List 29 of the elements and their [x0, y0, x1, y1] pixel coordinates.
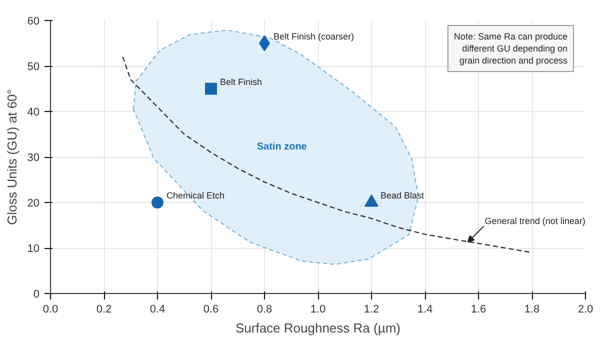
x-tick-label: 0.2	[96, 304, 112, 316]
y-tick-label: 10	[27, 243, 40, 255]
x-tick-label: 0.6	[203, 304, 219, 316]
series-label: Bead Blast	[380, 190, 425, 200]
y-tick-label: 0	[33, 288, 40, 300]
series-label: Belt Finish (coarser)	[274, 31, 354, 42]
annotation: Note: Same Ra can produce different GU depending on grain direction and process	[454, 32, 568, 66]
x-tick-label: 0.4	[150, 304, 166, 316]
series-label: Chemical Etch	[166, 190, 225, 200]
point	[205, 82, 217, 95]
y-tick-label: 30	[27, 152, 40, 164]
y-tick-label: 40	[27, 106, 40, 118]
x-tick-label: 1.2	[364, 304, 380, 316]
y-axis-title: Gloss Units (GU) at 60°	[4, 89, 20, 225]
y-tick-label: 60	[27, 16, 40, 28]
annotation: General trend (not linear)	[484, 216, 586, 226]
x-tick-label: 2.0	[578, 304, 594, 316]
x-tick-label: 1.4	[417, 304, 433, 316]
x-tick-label: 0.0	[42, 304, 58, 316]
y-tick-label: 20	[27, 198, 40, 210]
x-axis-title: Surface Roughness Ra (µm)	[236, 320, 401, 336]
x-tick-label: 0.8	[256, 304, 272, 316]
annotation: Satin zone	[256, 142, 308, 153]
x-tick-label: 1.0	[310, 304, 326, 316]
x-tick-label: 1.6	[470, 304, 486, 316]
x-tick-label: 1.8	[524, 304, 540, 316]
series-label: Belt Finish	[220, 76, 262, 87]
y-tick-label: 50	[27, 61, 40, 73]
point	[152, 196, 164, 208]
